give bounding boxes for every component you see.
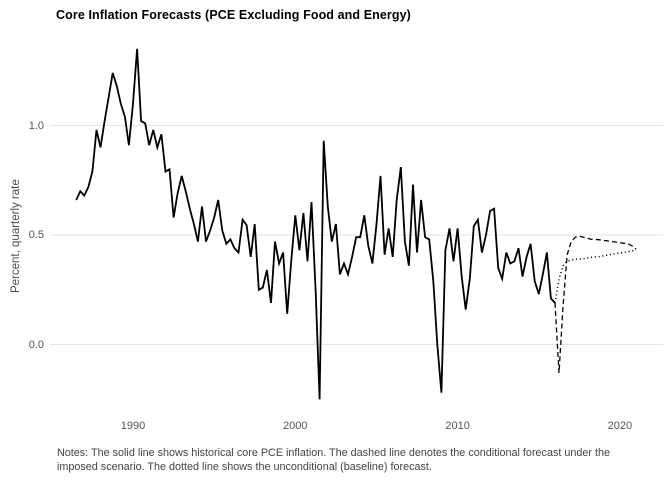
y-tick-label: 0.5	[28, 229, 44, 241]
dashed-line-series	[554, 235, 637, 374]
x-tick-label: 2010	[445, 420, 470, 432]
y-tick-label: 0.0	[28, 338, 44, 351]
x-tick-label: 1990	[120, 420, 146, 432]
chart-title: Core Inflation Forecasts (PCE Excluding …	[56, 8, 411, 22]
notes-text: Notes: The solid line shows historical c…	[57, 447, 610, 473]
x-tick-label: 2000	[283, 420, 308, 432]
x-tick-label: 2020	[607, 420, 633, 432]
y-tick-label: 1.0	[28, 119, 44, 132]
solid-line-series	[75, 48, 556, 400]
dotted-line-series	[554, 249, 637, 304]
